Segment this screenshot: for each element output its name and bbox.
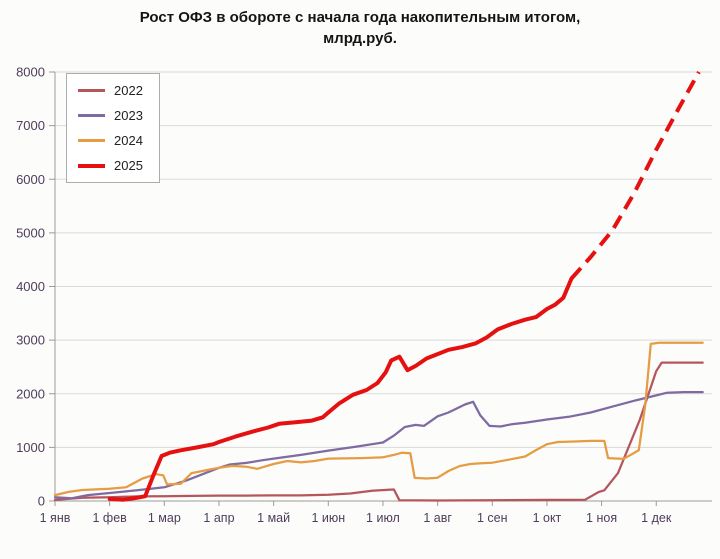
legend-line-swatch-2024 [78,139,105,142]
y-tick-label: 4000 [16,279,45,294]
legend-item-2022: 2022 [78,83,143,98]
y-tick-label: 1000 [16,440,45,455]
x-tick-label: 1 апр [203,511,234,525]
series-line-2025 [107,276,574,502]
legend-line-swatch-2022 [78,89,105,92]
chart-title-line1: Рост ОФЗ в обороте с начала года накопит… [139,9,581,26]
chart-title: Рост ОФЗ в обороте с начала года накопит… [0,0,720,49]
legend-item-2023: 2023 [78,108,143,123]
legend-label-2025: 2025 [114,158,143,173]
y-tick-label: 8000 [16,65,45,80]
series-line-2024 [53,341,704,497]
y-tick-label: 0 [38,494,45,509]
x-tick-label: 1 дек [641,511,672,525]
x-tick-label: 1 окт [533,511,562,525]
legend-item-2024: 2024 [78,133,143,148]
legend-item-2025: 2025 [78,158,143,173]
legend-label-2024: 2024 [114,133,143,148]
x-tick-label: 1 июл [366,511,400,525]
x-tick-label: 1 фев [93,511,128,525]
x-tick-label: 1 ноя [586,511,617,525]
y-tick-label: 7000 [16,118,45,133]
y-tick-label: 3000 [16,333,45,348]
x-tick-label: 1 июн [311,511,345,525]
y-tick-label: 6000 [16,172,45,187]
legend-label-2023: 2023 [114,108,143,123]
x-tick-label: 1 мар [148,511,181,525]
legend-line-swatch-2023 [78,114,105,117]
y-tick-label: 2000 [16,386,45,401]
x-tick-label: 1 янв [40,511,71,525]
series-line-2023 [53,390,704,500]
y-tick-label: 5000 [16,225,45,240]
chart-title-line2: млрд.руб. [323,30,397,47]
x-tick-label: 1 май [257,511,290,525]
series-line-2025-projection [570,71,701,280]
legend-line-swatch-2025 [78,163,105,168]
legend: 2022 2023 2024 2025 [66,73,160,183]
plot-area: 0 1000 2000 3000 4000 5000 6000 7000 8000 1 янв 1 … [0,49,720,559]
series-line-2022 [53,361,704,502]
legend-label-2022: 2022 [114,83,143,98]
x-tick-label: 1 сен [477,511,508,525]
chart-svg: 0 1000 2000 3000 4000 5000 6000 7000 8000 1 янв 1 … [16,65,712,525]
x-tick-label: 1 авг [423,511,452,525]
